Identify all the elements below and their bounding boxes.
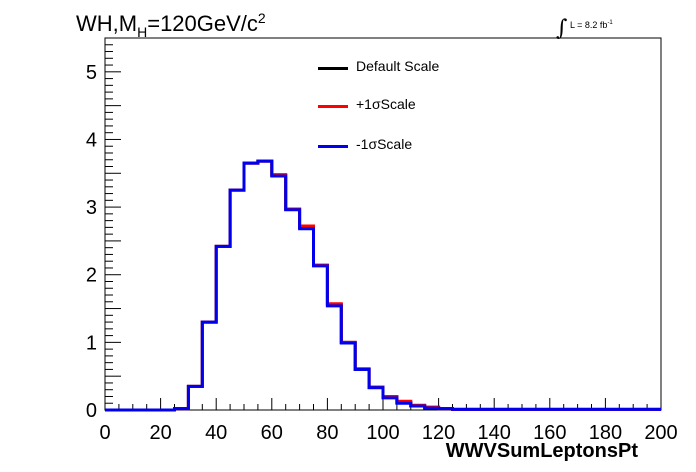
y-tick-label: 0 bbox=[86, 400, 97, 422]
legend-line-default bbox=[318, 67, 348, 70]
series-default-scale bbox=[105, 159, 661, 412]
x-tick-label: 100 bbox=[366, 422, 399, 444]
y-tick-label: 1 bbox=[86, 332, 97, 354]
series-minus-one-sigma bbox=[105, 159, 661, 412]
chart-title: WH,MH=120GeV/c2 bbox=[76, 10, 266, 40]
x-tick-label: 180 bbox=[589, 422, 622, 444]
plot-frame bbox=[104, 37, 662, 411]
legend-line-plus bbox=[318, 105, 348, 108]
series-layer bbox=[105, 159, 661, 412]
x-tick-label: 20 bbox=[149, 422, 171, 444]
y-tick-label: 2 bbox=[86, 265, 97, 287]
legend-label-minus: -1σScale bbox=[356, 136, 413, 152]
x-tick-label: 80 bbox=[316, 422, 338, 444]
legend-entry-default: Default Scale bbox=[318, 58, 518, 78]
x-tick-label: 140 bbox=[478, 422, 511, 444]
y-tick-label: 4 bbox=[86, 129, 97, 151]
y-tick-label: 5 bbox=[86, 62, 97, 84]
legend-label-default: Default Scale bbox=[356, 58, 440, 74]
x-tick-label: 160 bbox=[533, 422, 566, 444]
x-axis-title: WWVSumLeptonsPt bbox=[445, 440, 638, 462]
integral-symbol: ∫ bbox=[556, 16, 568, 41]
y-axis: 0 1 2 3 4 5 bbox=[86, 37, 121, 422]
x-tick-label: 0 bbox=[99, 422, 110, 444]
y-tick-label: 3 bbox=[86, 197, 97, 219]
series-plus-one-sigma bbox=[105, 159, 661, 412]
legend-entry-plus: +1σScale bbox=[318, 96, 518, 116]
x-tick-label: 60 bbox=[261, 422, 283, 444]
x-tick-label: 120 bbox=[422, 422, 455, 444]
x-tick-label: 200 bbox=[644, 422, 677, 444]
x-tick-label: 40 bbox=[205, 422, 227, 444]
legend-line-minus bbox=[318, 145, 348, 148]
x-axis: 0 20 40 60 80 100 120 140 160 180 200 bbox=[99, 398, 678, 444]
legend-label-plus: +1σScale bbox=[356, 96, 416, 112]
legend-entry-minus: -1σScale bbox=[318, 136, 518, 156]
luminosity-label: ∫ L = 8.2 fb-1 bbox=[556, 16, 613, 41]
